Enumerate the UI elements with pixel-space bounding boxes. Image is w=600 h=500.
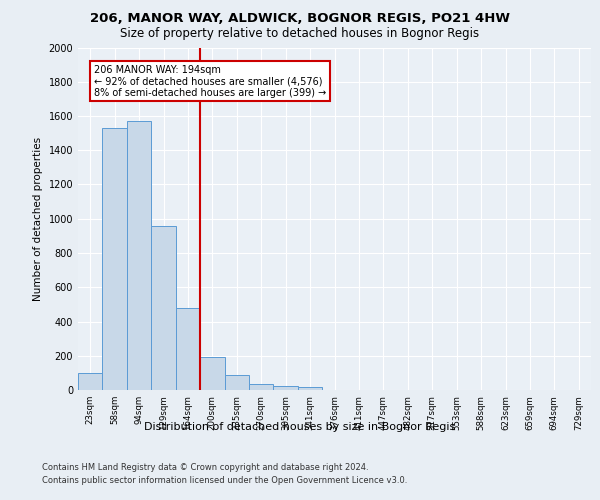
Bar bbox=[249, 384, 274, 390]
Text: 206 MANOR WAY: 194sqm
← 92% of detached houses are smaller (4,576)
8% of semi-de: 206 MANOR WAY: 194sqm ← 92% of detached … bbox=[94, 64, 326, 98]
Bar bbox=[298, 388, 322, 390]
Bar bbox=[200, 358, 224, 390]
Text: Distribution of detached houses by size in Bognor Regis: Distribution of detached houses by size … bbox=[145, 422, 455, 432]
Y-axis label: Number of detached properties: Number of detached properties bbox=[33, 136, 43, 301]
Text: Contains HM Land Registry data © Crown copyright and database right 2024.: Contains HM Land Registry data © Crown c… bbox=[42, 462, 368, 471]
Text: Size of property relative to detached houses in Bognor Regis: Size of property relative to detached ho… bbox=[121, 28, 479, 40]
Bar bbox=[103, 128, 127, 390]
Text: 206, MANOR WAY, ALDWICK, BOGNOR REGIS, PO21 4HW: 206, MANOR WAY, ALDWICK, BOGNOR REGIS, P… bbox=[90, 12, 510, 26]
Text: Contains public sector information licensed under the Open Government Licence v3: Contains public sector information licen… bbox=[42, 476, 407, 485]
Bar bbox=[78, 373, 103, 390]
Bar bbox=[151, 226, 176, 390]
Bar bbox=[176, 308, 200, 390]
Bar bbox=[274, 386, 298, 390]
Bar bbox=[224, 374, 249, 390]
Bar bbox=[127, 121, 151, 390]
